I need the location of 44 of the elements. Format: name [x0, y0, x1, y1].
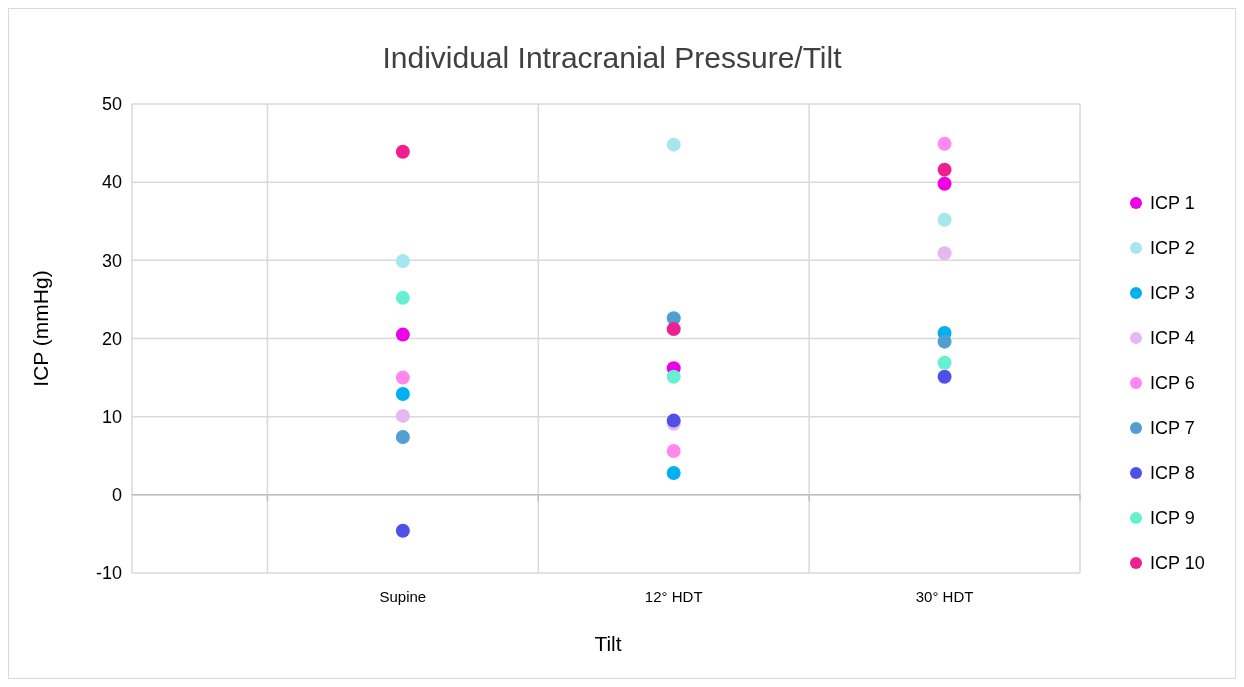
point	[666, 322, 681, 337]
point	[395, 523, 410, 538]
point	[937, 369, 952, 384]
point	[937, 355, 952, 370]
legend-label: ICP 8	[1150, 463, 1195, 484]
legend-label: ICP 9	[1150, 508, 1195, 529]
point	[937, 246, 952, 261]
point	[666, 465, 681, 480]
legend-label: ICP 3	[1150, 283, 1195, 304]
point	[937, 136, 952, 151]
point	[395, 408, 410, 423]
y-tick-label: 50	[101, 94, 122, 115]
legend-label: ICP 10	[1150, 553, 1205, 574]
chart-title: Individual Intracranial Pressure/Tilt	[382, 41, 843, 74]
x-axis-title: Tilt	[594, 632, 622, 655]
y-axis-title: ICP (mmHg)	[29, 270, 52, 387]
point	[666, 137, 681, 152]
y-tick-label: -10	[95, 563, 122, 584]
point	[937, 176, 952, 191]
legend-label: ICP 1	[1150, 193, 1195, 214]
point	[395, 144, 410, 159]
point	[937, 162, 952, 177]
point	[395, 290, 410, 305]
point	[395, 370, 410, 385]
legend-label: ICP 6	[1150, 373, 1195, 394]
y-tick-label: 30	[101, 250, 122, 271]
legend-label: ICP 2	[1150, 238, 1195, 259]
point	[395, 254, 410, 269]
point	[666, 444, 681, 459]
point	[937, 334, 952, 349]
x-tick-label: 12° HDT	[644, 588, 703, 605]
point	[937, 212, 952, 227]
point	[395, 387, 410, 401]
x-tick-label: 30° HDT	[915, 588, 974, 605]
y-tick-label: 0	[111, 485, 122, 506]
y-tick-label: 40	[101, 172, 122, 193]
y-tick-label: 20	[101, 328, 122, 349]
legend-label: ICP 7	[1150, 418, 1195, 439]
legend-label: ICP 4	[1150, 328, 1195, 349]
y-tick-label: 10	[101, 406, 122, 427]
point	[395, 327, 410, 342]
point	[666, 369, 681, 384]
x-tick-label: Supine	[379, 588, 427, 605]
point	[395, 429, 410, 444]
